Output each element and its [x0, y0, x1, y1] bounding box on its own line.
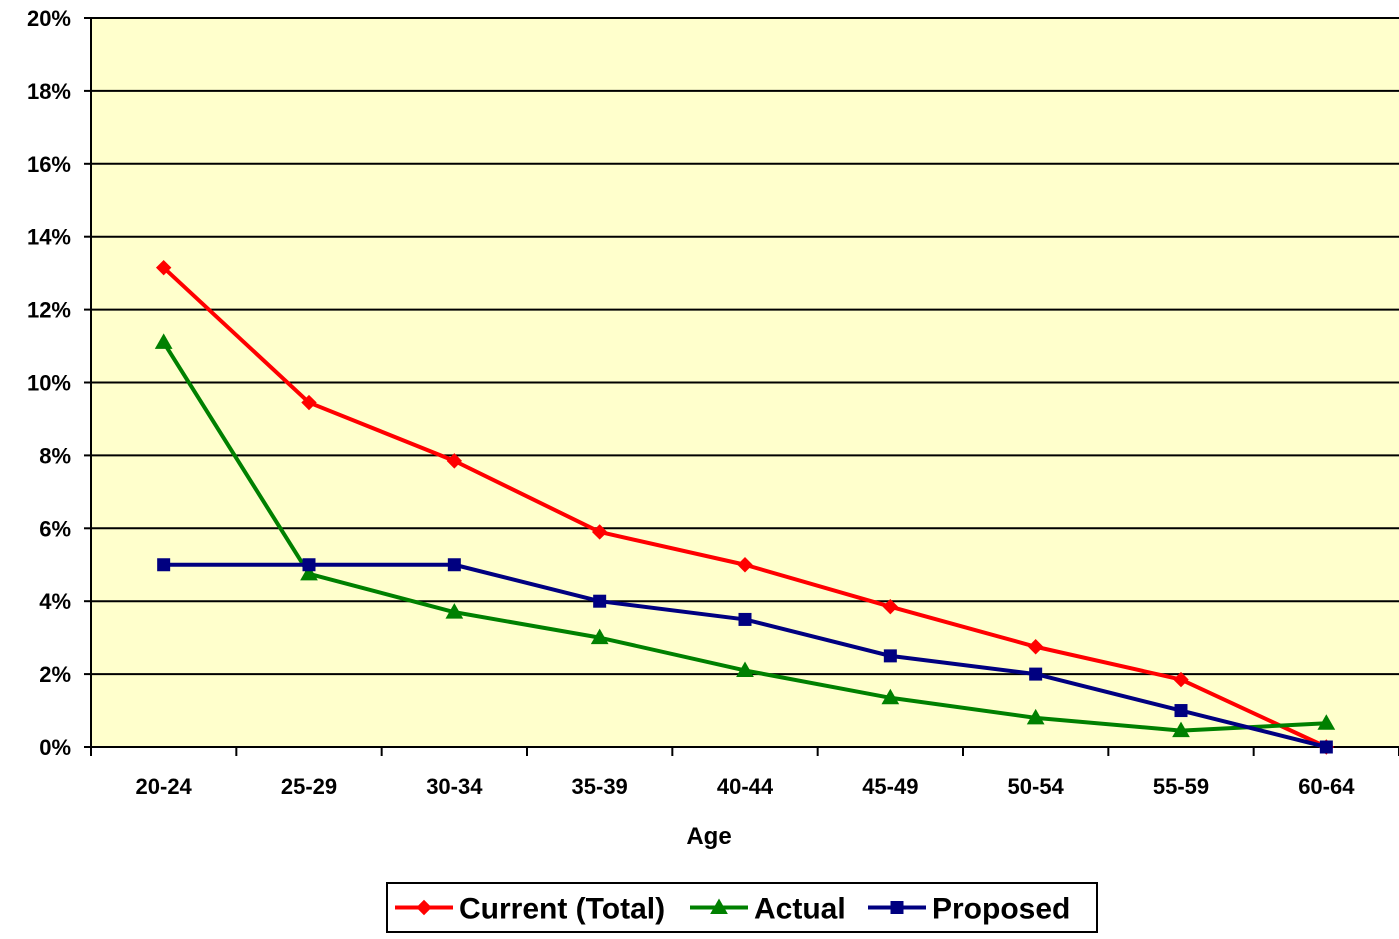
- y-tick-label: 6%: [39, 516, 71, 541]
- y-tick-label: 8%: [39, 443, 71, 468]
- data-point-proposed: [883, 649, 897, 663]
- data-point-actual: [445, 603, 464, 619]
- legend-label: Proposed: [932, 893, 1070, 926]
- x-tick-label: 20-24: [136, 774, 193, 799]
- x-tick-label: 50-54: [1008, 774, 1065, 799]
- data-point-proposed: [1319, 740, 1333, 754]
- x-axis-title: Age: [686, 823, 731, 850]
- data-point-actual: [300, 564, 318, 581]
- series-current-total: [155, 259, 1335, 755]
- data-point-actual: [881, 688, 900, 705]
- data-point-current-total: [882, 598, 899, 615]
- axes: [90, 18, 1399, 756]
- legend-entry-actual: Actual: [690, 893, 846, 926]
- y-tick-label: 14%: [27, 225, 71, 250]
- legend-marker: [890, 901, 904, 914]
- data-point-current-total: [446, 453, 463, 469]
- data-point-proposed: [157, 558, 171, 572]
- series: [154, 259, 1336, 755]
- series-actual: [154, 333, 1336, 738]
- legend-marker: [416, 899, 432, 916]
- data-point-proposed: [593, 594, 607, 608]
- y-tick-label: 2%: [39, 662, 71, 687]
- data-point-actual: [1317, 714, 1336, 730]
- series-proposed: [157, 558, 1333, 754]
- data-point-proposed: [447, 558, 461, 572]
- data-point-actual: [1026, 708, 1045, 725]
- y-tick-label: 10%: [27, 371, 71, 396]
- data-point-proposed: [1174, 704, 1188, 718]
- x-tick-label: 30-34: [426, 774, 483, 799]
- x-tick-label: 45-49: [862, 774, 918, 799]
- y-tick-label: 12%: [27, 298, 71, 323]
- y-tick-label: 20%: [27, 6, 71, 31]
- data-point-actual: [154, 333, 173, 349]
- data-point-actual: [1172, 721, 1190, 738]
- x-tick-label: 40-44: [717, 774, 774, 799]
- legend-label: Current (Total): [459, 893, 665, 926]
- x-tick-label: 25-29: [281, 774, 337, 799]
- y-tick-label: 18%: [27, 79, 71, 104]
- y-tick-label: 0%: [39, 735, 71, 760]
- data-point-proposed: [738, 612, 752, 626]
- legend-marker: [710, 898, 728, 914]
- legend-entry-proposed: Proposed: [868, 893, 1070, 926]
- x-tick-label: 55-59: [1153, 774, 1209, 799]
- x-tick-label: 60-64: [1298, 774, 1355, 799]
- data-point-actual: [590, 628, 609, 645]
- legend-entry-current-total: Current (Total): [395, 893, 665, 926]
- y-tick-label: 16%: [27, 152, 71, 177]
- legend: Current (Total) Actual Proposed: [386, 882, 1098, 933]
- y-tick-label: 4%: [39, 589, 71, 614]
- data-point-proposed: [1029, 667, 1043, 681]
- data-point-current-total: [301, 394, 317, 411]
- data-point-current-total: [155, 259, 172, 276]
- data-point-proposed: [302, 558, 316, 572]
- legend-label: Actual: [754, 893, 846, 926]
- data-point-current-total: [591, 524, 608, 540]
- x-tick-label: 35-39: [572, 774, 628, 799]
- data-point-current-total: [1027, 639, 1044, 655]
- data-point-current-total: [1173, 671, 1189, 688]
- data-point-current-total: [737, 557, 753, 573]
- data-point-actual: [736, 661, 754, 677]
- x-axis-tick-labels: 20-24 25-29 30-34 35-39 40-44 45-49 50-54 55-59…: [136, 774, 1356, 799]
- y-axis-tick-labels: 0% 2% 4% 6% 8% 10% 12% 14% 16% 18% 20%: [27, 6, 71, 760]
